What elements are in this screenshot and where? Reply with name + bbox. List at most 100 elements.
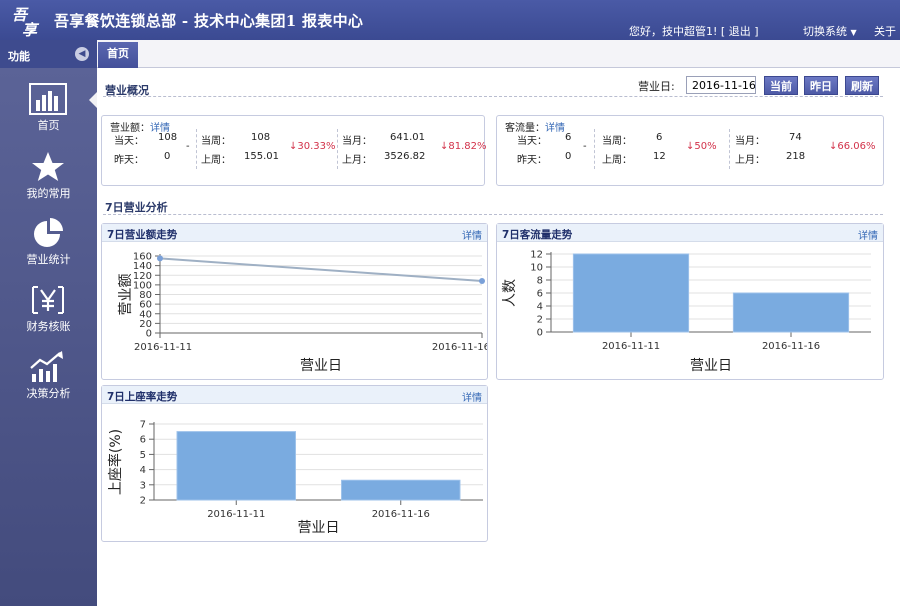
chart-header: 7日上座率走势 详情 — [102, 386, 487, 404]
sidebar-item-business-stats[interactable]: 营业统计 — [0, 208, 97, 274]
this-month-label: 当月： — [342, 136, 372, 147]
switch-system-menu[interactable]: 切换系统 ▼ — [803, 25, 857, 38]
y-tick-label: 6 — [140, 435, 146, 446]
bar-chart-icon — [29, 83, 67, 115]
main-content: 营业概况 营业日: 当前 昨日 刷新 营业额：详情 当天： 108 昨天： 0 … — [97, 68, 900, 606]
star-icon — [32, 152, 64, 181]
x-axis-label: 营业日 — [690, 358, 732, 374]
yesterday-value: 0 — [164, 151, 171, 162]
chart-detail-link[interactable]: 详情 — [462, 231, 482, 242]
collapse-sidebar-icon[interactable]: ◀ — [75, 47, 89, 61]
last-week-label: 上周： — [602, 155, 632, 166]
y-tick-label: 160 — [133, 252, 152, 263]
app-title: 吾享餐饮连锁总部 - 技术中心集团1 报表中心 — [54, 12, 364, 30]
chart-title: 7日营业额走势 — [107, 229, 178, 241]
divider — [103, 96, 883, 97]
y-tick-label: 2 — [140, 496, 146, 507]
y-tick-label: 3 — [140, 480, 146, 491]
x-tick-label: 2016-11-16 — [432, 342, 487, 353]
traffic-bar-chart: 0 2 4 6 8 10 12 2016-11-11 2016-11-16 营业日 人数 — [502, 250, 871, 374]
sidebar-item-favorites[interactable]: 我的常用 — [0, 142, 97, 208]
y-tick-label: 2 — [537, 315, 543, 326]
y-tick-label: 0 — [537, 328, 543, 339]
yesterday-button[interactable]: 昨日 — [804, 76, 838, 95]
x-tick-label: 2016-11-11 — [207, 509, 265, 520]
chart-detail-link[interactable]: 详情 — [858, 231, 878, 242]
x-tick-label: 2016-11-11 — [134, 342, 192, 353]
analysis-title: 7日营业分析 — [105, 201, 168, 214]
y-axis-label: 上座率(%) — [107, 429, 124, 495]
bar — [572, 253, 690, 333]
revenue-detail-link[interactable]: 详情 — [150, 123, 170, 134]
overview-title: 营业概况 — [105, 84, 149, 97]
brand-logo-icon: 吾 享 — [12, 6, 40, 38]
revenue-chart-panel: 7日营业额走势 详情 0 20 40 60 80 100 120 140 160 2016-11-… — [101, 223, 488, 380]
sidebar-item-label: 首页 — [37, 119, 60, 132]
y-tick-label: 120 — [133, 271, 152, 282]
week-change: ↓50% — [686, 141, 717, 152]
traffic-overview-panel: 客流量：详情 当天： 6 昨天： 0 - 当周： 6 上周： 12 ↓50% 当… — [496, 115, 884, 186]
y-tick-label: 140 — [133, 261, 152, 272]
bar — [341, 479, 461, 501]
day-change: - — [583, 141, 587, 152]
this-month-label: 当月： — [735, 136, 765, 147]
revenue-overview-panel: 营业额：详情 当天： 108 昨天： 0 - 当周： 108 上周： 155.0… — [101, 115, 487, 186]
x-tick-label: 2016-11-16 — [372, 509, 430, 520]
yesterday-label: 昨天： — [114, 155, 144, 166]
x-axis-label: 营业日 — [298, 520, 340, 536]
sidebar-item-label: 营业统计 — [26, 253, 71, 266]
about-link[interactable]: 关于 — [874, 25, 896, 38]
traffic-header: 客流量：详情 — [505, 123, 565, 134]
current-button[interactable]: 当前 — [764, 76, 798, 95]
yesterday-label: 昨天： — [517, 155, 547, 166]
x-tick-label: 2016-11-16 — [762, 341, 820, 352]
y-tick-label: 6 — [537, 289, 543, 300]
occupancy-chart-panel: 7日上座率走势 详情 2 3 4 5 6 7 2016-11-11 2016-11-16 营业日… — [101, 385, 488, 542]
day-change: - — [186, 141, 190, 152]
refresh-button[interactable]: 刷新 — [845, 76, 879, 95]
sidebar-item-decision[interactable]: 决策分析 — [0, 342, 97, 408]
this-week-label: 当周： — [602, 136, 632, 147]
bar — [176, 431, 296, 501]
trend-up-icon — [30, 351, 63, 382]
y-tick-label: 5 — [140, 450, 146, 461]
sidebar-item-finance[interactable]: 财务核账 — [0, 275, 97, 341]
this-week-value: 108 — [251, 132, 271, 143]
divider — [103, 214, 883, 215]
business-date-input[interactable] — [686, 76, 756, 94]
x-axis-label: 营业日 — [300, 358, 342, 374]
series-line — [159, 257, 483, 283]
y-tick-label: 0 — [146, 329, 152, 340]
last-month-value: 218 — [786, 151, 806, 162]
y-tick-label: 40 — [139, 309, 152, 320]
top-bar: 吾 享 吾享餐饮连锁总部 - 技术中心集团1 报表中心 您好，技中超管1! [ … — [0, 0, 900, 40]
traffic-detail-link[interactable]: 详情 — [545, 123, 565, 134]
active-indicator-icon — [89, 92, 97, 108]
revenue-header: 营业额：详情 — [110, 123, 170, 134]
y-axis-label: 人数 — [502, 279, 518, 307]
logout-link[interactable]: [ 退出 ] — [720, 25, 759, 38]
tab-bar: 首页 — [97, 40, 900, 68]
svg-text:享: 享 — [22, 21, 40, 38]
y-axis-label: 营业额 — [118, 274, 134, 316]
bar — [732, 292, 850, 333]
today-value: 108 — [158, 132, 178, 143]
yesterday-value: 0 — [565, 151, 572, 162]
caret-down-icon: ▼ — [850, 28, 857, 37]
chart-header: 7日客流量走势 详情 — [497, 224, 883, 242]
data-point — [157, 255, 163, 262]
occupancy-bar-chart: 2 3 4 5 6 7 2016-11-11 2016-11-16 营业日 上座率(%) — [107, 420, 483, 536]
last-week-label: 上周： — [201, 155, 231, 166]
last-month-value: 3526.82 — [384, 151, 426, 162]
sidebar-item-label: 财务核账 — [26, 320, 71, 333]
sidebar-header: 功能 ◀ — [0, 40, 97, 68]
y-tick-label: 8 — [537, 276, 543, 287]
chart-detail-link[interactable]: 详情 — [462, 393, 482, 404]
tab-home[interactable]: 首页 — [98, 42, 138, 68]
sidebar-item-home[interactable]: 首页 — [0, 74, 97, 140]
last-week-value: 155.01 — [244, 151, 279, 162]
this-week-value: 6 — [656, 132, 663, 143]
traffic-chart-panel: 7日客流量走势 详情 0 2 4 6 8 10 12 2016-11-11 2016-11-16… — [496, 223, 884, 380]
chart-title: 7日上座率走势 — [107, 391, 178, 403]
